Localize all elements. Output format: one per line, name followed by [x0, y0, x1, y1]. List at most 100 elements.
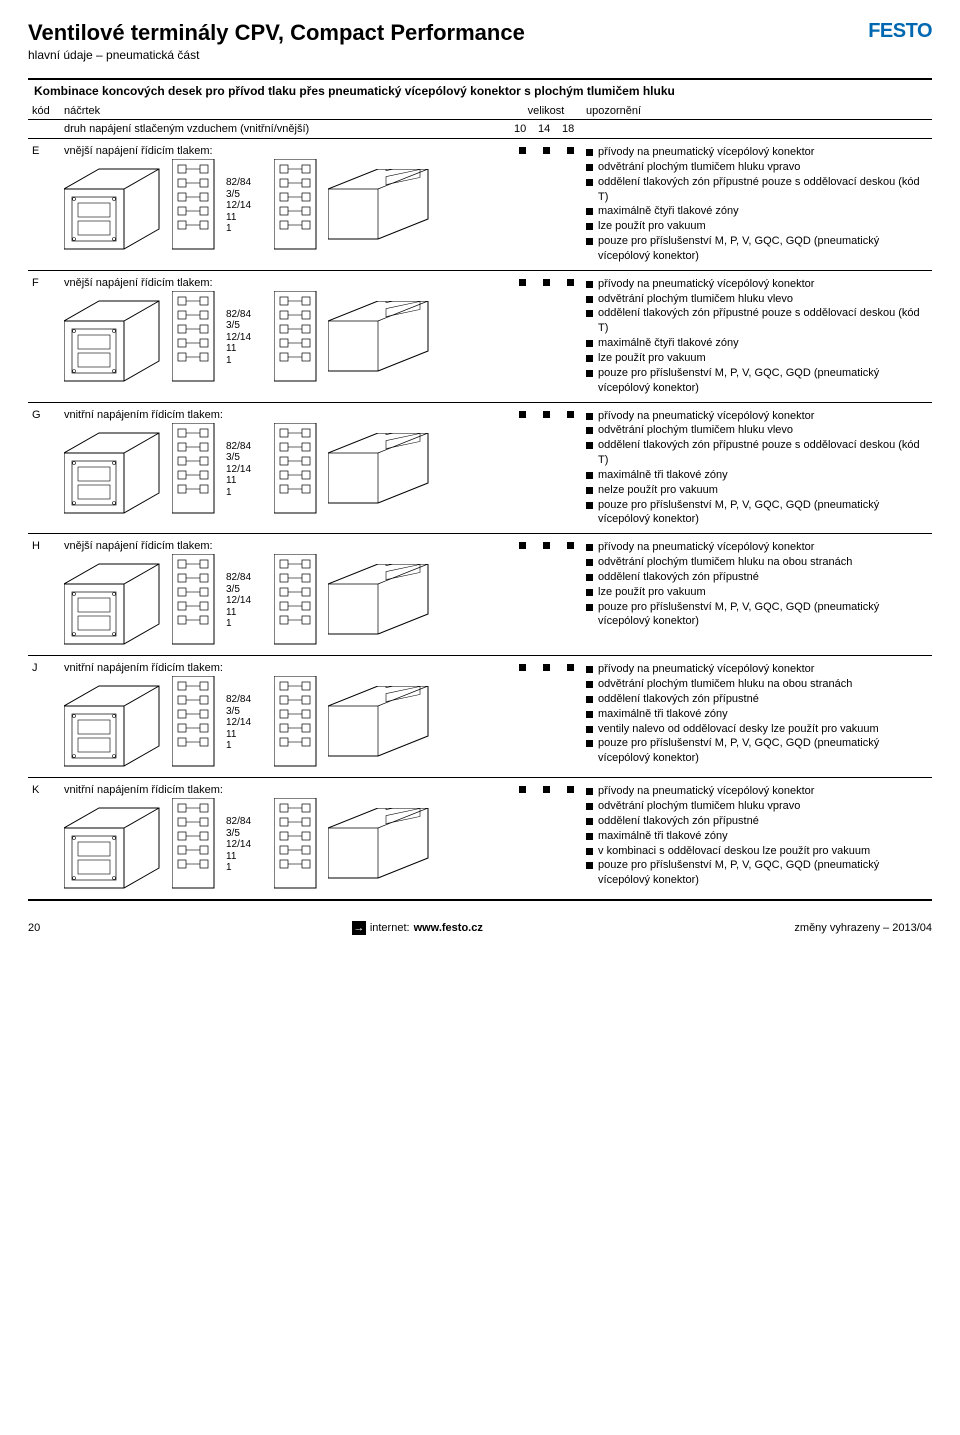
cell-upozorneni: přívody na pneumatický vícepólový konekt… [582, 270, 932, 402]
cell-v10 [510, 270, 534, 402]
bullet-item: maximálně čtyři tlakové zóny [586, 336, 928, 351]
row-nac-label: vnější napájení řídicím tlakem: [64, 277, 506, 289]
cell-v14 [534, 139, 558, 271]
bullet-item: pouze pro příslušenství M, P, V, GQC, GQ… [586, 858, 928, 888]
cell-kod: J [28, 656, 60, 778]
table-row: E vnější napájení řídicím tlakem: 82/843… [28, 139, 932, 271]
bullet-item: maximálně tři tlakové zóny [586, 707, 928, 722]
cell-upozorneni: přívody na pneumatický vícepólový konekt… [582, 656, 932, 778]
cell-kod: F [28, 270, 60, 402]
cell-v14 [534, 402, 558, 534]
port-label: 1 [226, 618, 266, 630]
cell-upozorneni: přívody na pneumatický vícepólový konekt… [582, 402, 932, 534]
port-label: 11 [226, 607, 266, 619]
port-label: 1 [226, 487, 266, 499]
th-upozorneni: upozornění [582, 102, 932, 120]
row-nac-label: vnitřní napájením řídicím tlakem: [64, 662, 506, 674]
bullet-item: lze použít pro vakuum [586, 351, 928, 366]
bullet-item: přívody na pneumatický vícepólový konekt… [586, 145, 928, 160]
brand-logo: FESTO [868, 20, 932, 43]
bullet-item: oddělení tlakových zón přípustné pouze s… [586, 175, 928, 205]
port-label: 3/5 [226, 584, 266, 596]
cell-v18 [558, 402, 582, 534]
row-drawing: 82/843/512/14111 [64, 798, 506, 893]
cell-v10 [510, 778, 534, 900]
bullet-item: nelze použít pro vakuum [586, 483, 928, 498]
mark-icon [567, 786, 574, 793]
cell-v10 [510, 534, 534, 656]
bullet-item: odvětrání plochým tlumičem hluku vpravo [586, 799, 928, 814]
bullet-item: přívody na pneumatický vícepólový konekt… [586, 409, 928, 424]
mark-icon [543, 786, 550, 793]
row-nac-label: vnější napájení řídicím tlakem: [64, 540, 506, 552]
cell-nacrtek: vnější napájení řídicím tlakem: 82/843/5… [60, 270, 510, 402]
bullet-item: pouze pro příslušenství M, P, V, GQC, GQ… [586, 600, 928, 630]
cell-v10 [510, 139, 534, 271]
port-label: 12/14 [226, 839, 266, 851]
page-footer: 20 → internet: www.festo.cz změny vyhraz… [0, 911, 960, 949]
row-drawing: 82/843/512/14111 [64, 423, 506, 518]
bullet-list: přívody na pneumatický vícepólový konekt… [586, 409, 928, 528]
cell-kod: K [28, 778, 60, 900]
port-label: 82/84 [226, 309, 266, 321]
bullet-list: přívody na pneumatický vícepólový konekt… [586, 145, 928, 264]
port-label: 3/5 [226, 706, 266, 718]
port-label: 82/84 [226, 441, 266, 453]
port-label: 82/84 [226, 694, 266, 706]
th-v18: 18 [558, 120, 582, 139]
cell-kod: H [28, 534, 60, 656]
th-v14: 14 [534, 120, 558, 139]
cell-v10 [510, 402, 534, 534]
port-label: 11 [226, 343, 266, 355]
bullet-item: oddělení tlakových zón přípustné pouze s… [586, 438, 928, 468]
bullet-list: přívody na pneumatický vícepólový konekt… [586, 662, 928, 766]
port-label: 3/5 [226, 828, 266, 840]
row-drawing: 82/843/512/14111 [64, 676, 506, 771]
row-drawing: 82/843/512/14111 [64, 291, 506, 386]
cell-kod: G [28, 402, 60, 534]
cell-upozorneni: přívody na pneumatický vícepólový konekt… [582, 534, 932, 656]
bullet-item: lze použít pro vakuum [586, 585, 928, 600]
cell-v14 [534, 778, 558, 900]
cell-nacrtek: vnější napájení řídicím tlakem: 82/843/5… [60, 534, 510, 656]
th-druh: druh napájení stlačeným vzduchem (vnitřn… [60, 120, 510, 139]
port-label: 12/14 [226, 332, 266, 344]
th-nacrtek: náčrtek [60, 102, 510, 120]
port-label: 11 [226, 475, 266, 487]
page-number: 20 [28, 922, 40, 934]
bullet-item: v kombinaci s oddělovací deskou lze použ… [586, 844, 928, 859]
cell-nacrtek: vnitřní napájením řídicím tlakem: 82/843… [60, 402, 510, 534]
bullet-item: odvětrání plochým tlumičem hluku na obou… [586, 677, 928, 692]
port-label: 1 [226, 862, 266, 874]
port-label: 82/84 [226, 572, 266, 584]
footer-url: www.festo.cz [414, 922, 483, 934]
bullet-item: oddělení tlakových zón přípustné [586, 570, 928, 585]
bullet-item: přívody na pneumatický vícepólový konekt… [586, 540, 928, 555]
mark-icon [519, 411, 526, 418]
mark-icon [519, 279, 526, 286]
port-label: 1 [226, 223, 266, 235]
bullet-item: pouze pro příslušenství M, P, V, GQC, GQ… [586, 234, 928, 264]
bullet-list: přívody na pneumatický vícepólový konekt… [586, 784, 928, 888]
footer-internet-label: internet: [370, 922, 410, 934]
cell-v18 [558, 139, 582, 271]
bullet-item: oddělení tlakových zón přípustné [586, 814, 928, 829]
table-section-header: Kombinace koncových desek pro přívod tla… [28, 80, 932, 102]
mark-icon [543, 542, 550, 549]
mark-icon [567, 279, 574, 286]
bullet-item: pouze pro příslušenství M, P, V, GQC, GQ… [586, 498, 928, 528]
bullet-item: maximálně tři tlakové zóny [586, 829, 928, 844]
mark-icon [543, 664, 550, 671]
bullet-item: přívody na pneumatický vícepólový konekt… [586, 662, 928, 677]
cell-v14 [534, 270, 558, 402]
page-subtitle: hlavní údaje – pneumatická část [28, 48, 932, 62]
table-row: K vnitřní napájením řídicím tlakem: 82/8… [28, 778, 932, 900]
port-label: 1 [226, 355, 266, 367]
row-drawing: 82/843/512/14111 [64, 554, 506, 649]
mark-icon [543, 147, 550, 154]
cell-upozorneni: přívody na pneumatický vícepólový konekt… [582, 778, 932, 900]
row-drawing: 82/843/512/14111 [64, 159, 506, 254]
bullet-item: maximálně čtyři tlakové zóny [586, 204, 928, 219]
port-label: 3/5 [226, 320, 266, 332]
mark-icon [543, 279, 550, 286]
